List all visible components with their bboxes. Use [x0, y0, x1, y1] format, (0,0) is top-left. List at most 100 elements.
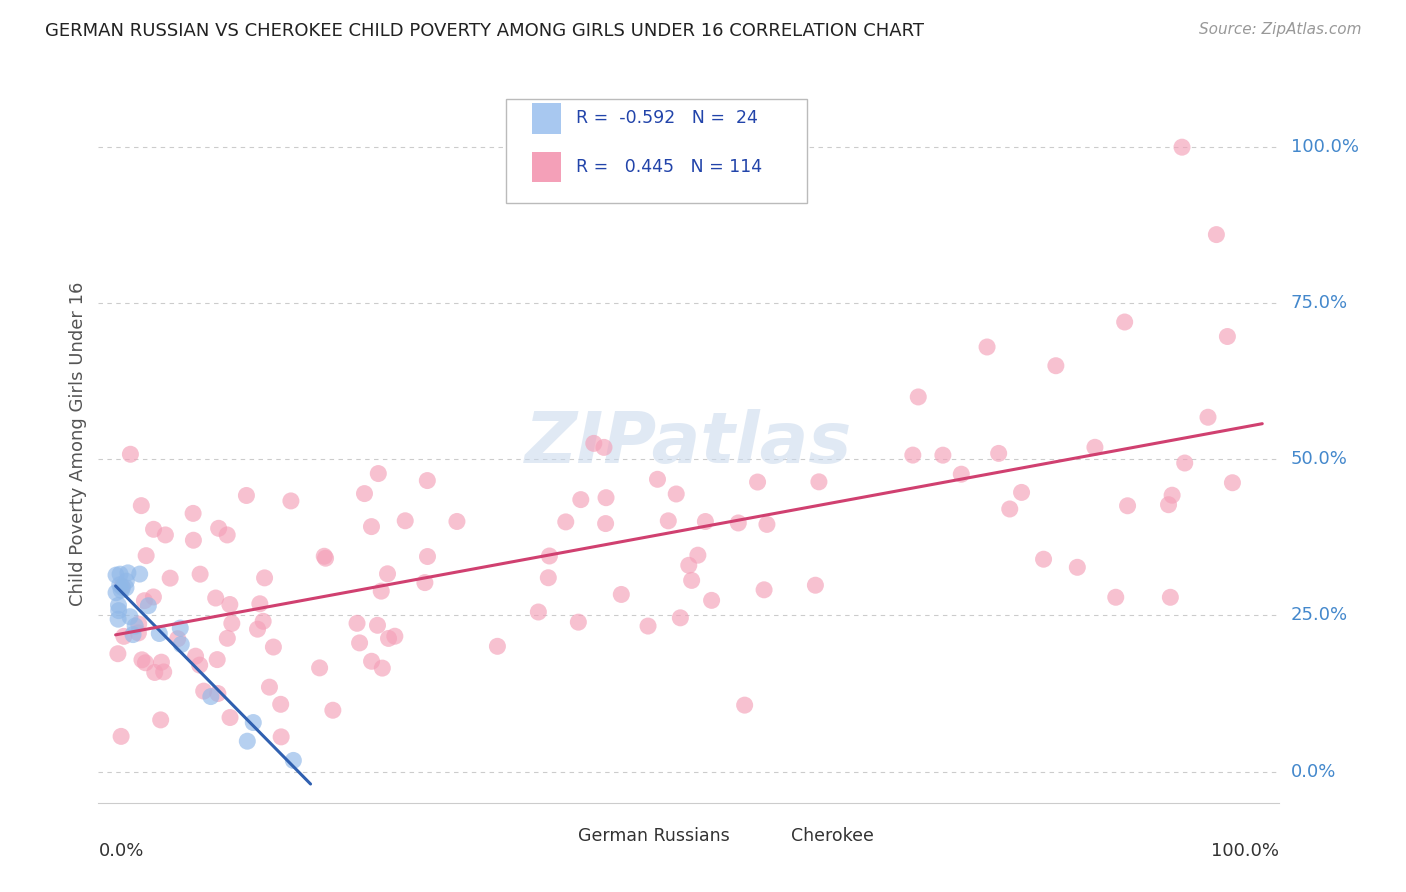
Point	[120, 447, 142, 461]
Point	[976, 340, 998, 354]
Point	[143, 665, 166, 680]
Point	[1045, 359, 1067, 373]
Text: 0.0%: 0.0%	[1291, 763, 1336, 780]
Point	[169, 621, 191, 635]
Point	[367, 467, 389, 481]
Point	[1222, 475, 1244, 490]
Point	[183, 533, 205, 548]
Point	[394, 514, 416, 528]
Point	[208, 521, 231, 535]
Point	[366, 618, 388, 632]
Point	[128, 567, 150, 582]
Point	[413, 575, 436, 590]
Point	[1032, 552, 1054, 566]
Point	[108, 567, 131, 582]
Point	[117, 566, 139, 580]
Point	[804, 578, 827, 592]
Point	[110, 583, 132, 598]
Point	[118, 609, 141, 624]
FancyBboxPatch shape	[506, 99, 807, 203]
Point	[107, 604, 129, 618]
Point	[637, 619, 659, 633]
Point	[236, 734, 259, 748]
Point	[217, 632, 239, 646]
Point	[115, 581, 138, 595]
Point	[998, 502, 1021, 516]
Point	[987, 446, 1010, 460]
Text: 100.0%: 100.0%	[1212, 842, 1279, 860]
Text: 75.0%: 75.0%	[1291, 294, 1348, 312]
Point	[1161, 488, 1184, 502]
Point	[371, 661, 394, 675]
Point	[149, 713, 172, 727]
Point	[105, 568, 128, 582]
Point	[219, 710, 242, 724]
Point	[1011, 485, 1033, 500]
Point	[207, 687, 229, 701]
Point	[111, 579, 134, 593]
Point	[270, 698, 292, 712]
Point	[1159, 591, 1181, 605]
Point	[582, 436, 605, 450]
Point	[346, 616, 368, 631]
Text: ZIPatlas: ZIPatlas	[526, 409, 852, 478]
Point	[349, 636, 371, 650]
Point	[111, 581, 134, 595]
Point	[217, 528, 239, 542]
Point	[554, 515, 576, 529]
Point	[747, 475, 769, 489]
Point	[108, 578, 131, 592]
Point	[188, 567, 211, 582]
Point	[567, 615, 589, 629]
Point	[384, 629, 406, 643]
Text: Source: ZipAtlas.com: Source: ZipAtlas.com	[1198, 22, 1361, 37]
Point	[678, 558, 700, 573]
Point	[148, 626, 170, 640]
Point	[755, 517, 778, 532]
Text: 0.0%: 0.0%	[98, 842, 143, 860]
Point	[595, 491, 617, 505]
Point	[142, 522, 165, 536]
Y-axis label: Child Poverty Among Girls Under 16: Child Poverty Among Girls Under 16	[69, 282, 87, 606]
Point	[134, 593, 156, 607]
Point	[221, 616, 243, 631]
Point	[138, 599, 160, 613]
Point	[377, 566, 399, 581]
Point	[252, 615, 274, 629]
Point	[665, 487, 688, 501]
Point	[188, 658, 211, 673]
Point	[270, 730, 292, 744]
Point	[105, 585, 128, 599]
Point	[416, 474, 439, 488]
Point	[184, 649, 207, 664]
Point	[159, 571, 181, 585]
Point	[218, 598, 240, 612]
Point	[124, 619, 146, 633]
Bar	[759, 822, 786, 849]
Point	[1171, 140, 1194, 154]
Point	[446, 515, 468, 529]
Point	[253, 571, 276, 585]
Point	[901, 448, 924, 462]
Text: GERMAN RUSSIAN VS CHEROKEE CHILD POVERTY AMONG GIRLS UNDER 16 CORRELATION CHART: GERMAN RUSSIAN VS CHEROKEE CHILD POVERTY…	[45, 22, 924, 40]
Point	[686, 548, 709, 562]
Point	[595, 516, 617, 531]
Text: Cherokee: Cherokee	[790, 827, 873, 845]
Point	[134, 656, 156, 670]
Point	[1105, 591, 1128, 605]
Point	[129, 499, 152, 513]
Point	[610, 587, 633, 601]
Point	[700, 593, 723, 607]
Point	[1174, 456, 1197, 470]
Point	[204, 591, 226, 605]
Point	[193, 684, 215, 698]
Point	[235, 488, 257, 502]
Point	[308, 661, 330, 675]
Point	[807, 475, 830, 489]
Point	[377, 632, 399, 646]
Bar	[531, 152, 561, 182]
Point	[950, 467, 973, 482]
Point	[1216, 329, 1239, 343]
Point	[1205, 227, 1227, 242]
Point	[1114, 315, 1136, 329]
